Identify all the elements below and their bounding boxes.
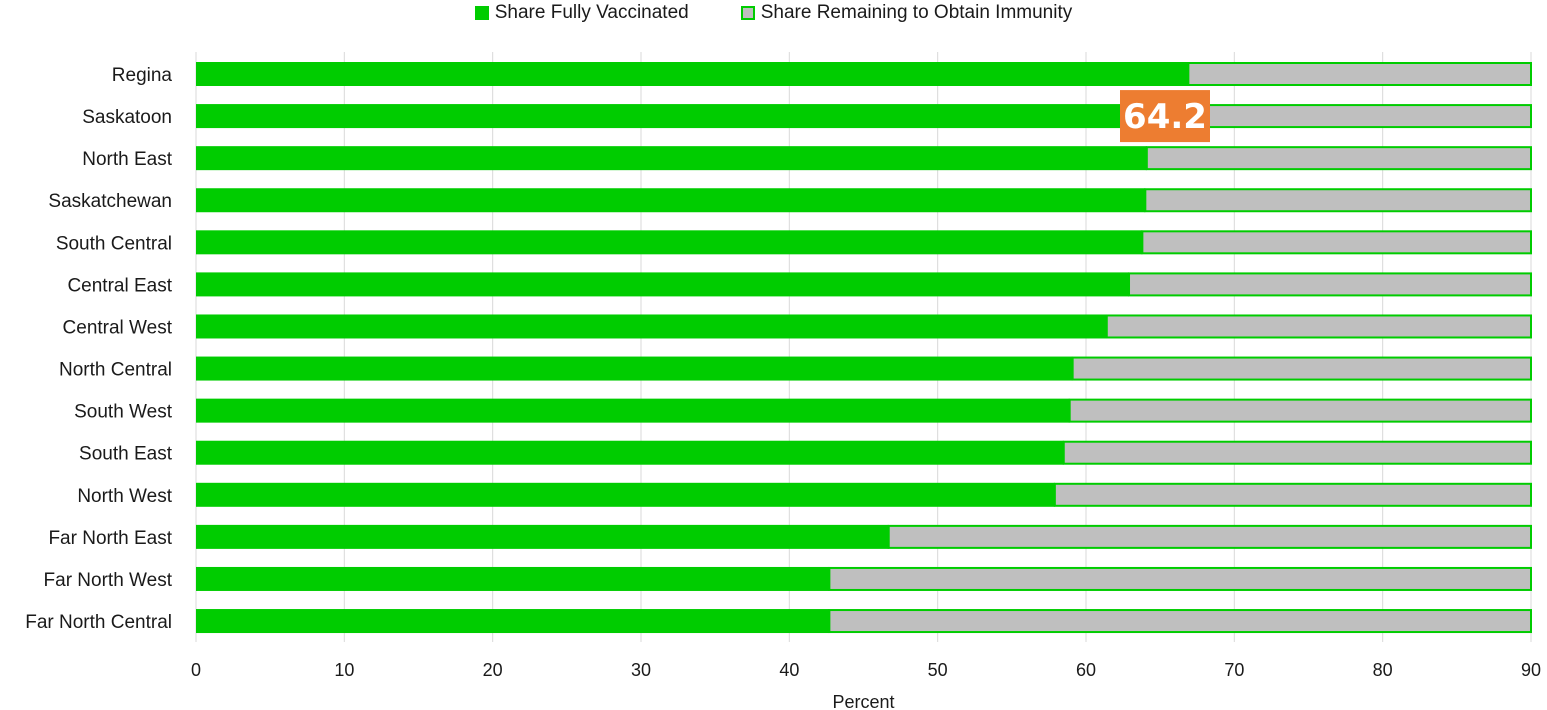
category-label-10: North West [77,486,172,507]
bar-vaccinated-0 [196,62,1189,86]
gridlines [195,52,1532,642]
category-label-6: Central West [63,317,173,338]
bar-remaining-5 [1128,272,1533,297]
x-tick-label-0: 0 [191,660,201,680]
bar-vaccinated-7 [196,356,1073,381]
bar-vaccinated-13 [196,609,830,634]
bar-remaining-3 [1144,188,1533,213]
bar-remaining-6 [1105,314,1533,339]
x-tick-label-80: 80 [1373,660,1393,680]
bar-vaccinated-6 [196,314,1107,339]
bar-remaining-7 [1071,356,1533,381]
category-label-13: Far North Central [25,612,172,633]
bar-vaccinated-10 [196,482,1055,507]
category-label-7: North Central [59,360,172,381]
annotation-0: 64.2 [1120,90,1210,143]
x-tick-label-20: 20 [483,660,503,680]
x-axis: 0 10 20 30 40 50 60 70 80 90 Percent [191,660,1541,710]
bar-remaining-8 [1068,398,1533,423]
bar-vaccinated-11 [196,524,889,549]
legend-item-vaccinated: Share Fully Vaccinated [474,2,689,24]
bar-vaccinated-4 [196,230,1143,255]
category-label-4: South Central [56,233,172,254]
legend-label-vaccinated: Share Fully Vaccinated [494,2,689,23]
x-axis-title: Percent [832,692,894,710]
category-label-5: Central East [67,275,172,296]
bar-remaining-0 [1187,62,1532,86]
category-label-12: Far North West [44,570,173,591]
legend-label-remaining: Share Remaining to Obtain Immunity [760,2,1073,23]
category-label-2: North East [82,149,172,170]
x-tick-label-70: 70 [1224,660,1244,680]
category-label-8: South West [74,402,173,423]
legend-item-remaining: Share Remaining to Obtain Immunity [740,2,1073,24]
bar-vaccinated-8 [196,398,1070,423]
category-label-1: Saskatoon [82,107,172,128]
legend-swatch-remaining [740,6,755,20]
x-tick-label-50: 50 [928,660,948,680]
legend-swatch-vaccinated [474,6,489,20]
bar-remaining-9 [1062,440,1532,465]
bar-vaccinated-3 [196,188,1146,213]
bar-remaining-12 [828,566,1532,591]
bar-remaining-13 [828,609,1532,634]
bar-vaccinated-5 [196,272,1130,297]
x-tick-label-40: 40 [779,660,799,680]
annotation-box [1120,90,1210,143]
x-tick-label-30: 30 [631,660,651,680]
bar-remaining-2 [1145,146,1532,171]
bar-vaccinated-9 [196,440,1064,465]
annotation-text: 64.2 [1123,97,1207,137]
x-tick-label-10: 10 [334,660,354,680]
category-label-11: Far North East [48,528,172,549]
category-label-3: Saskatchewan [48,191,172,212]
category-label-9: South East [79,444,173,465]
x-tick-label-90: 90 [1521,660,1541,680]
bar-vaccinated-12 [196,566,830,591]
category-label-0: Regina [112,65,173,86]
bar-vaccinated-2 [196,146,1147,171]
bar-remaining-4 [1141,230,1533,255]
bar-remaining-10 [1053,482,1532,507]
legend: Share Fully Vaccinated Share Remaining t… [0,2,1547,24]
x-tick-label-60: 60 [1076,660,1096,680]
bar-remaining-11 [887,524,1532,549]
bar-vaccinated-1 [196,104,1149,129]
bars: Regina Saskatoon North East Saskatchewan Sou… [25,62,1533,634]
